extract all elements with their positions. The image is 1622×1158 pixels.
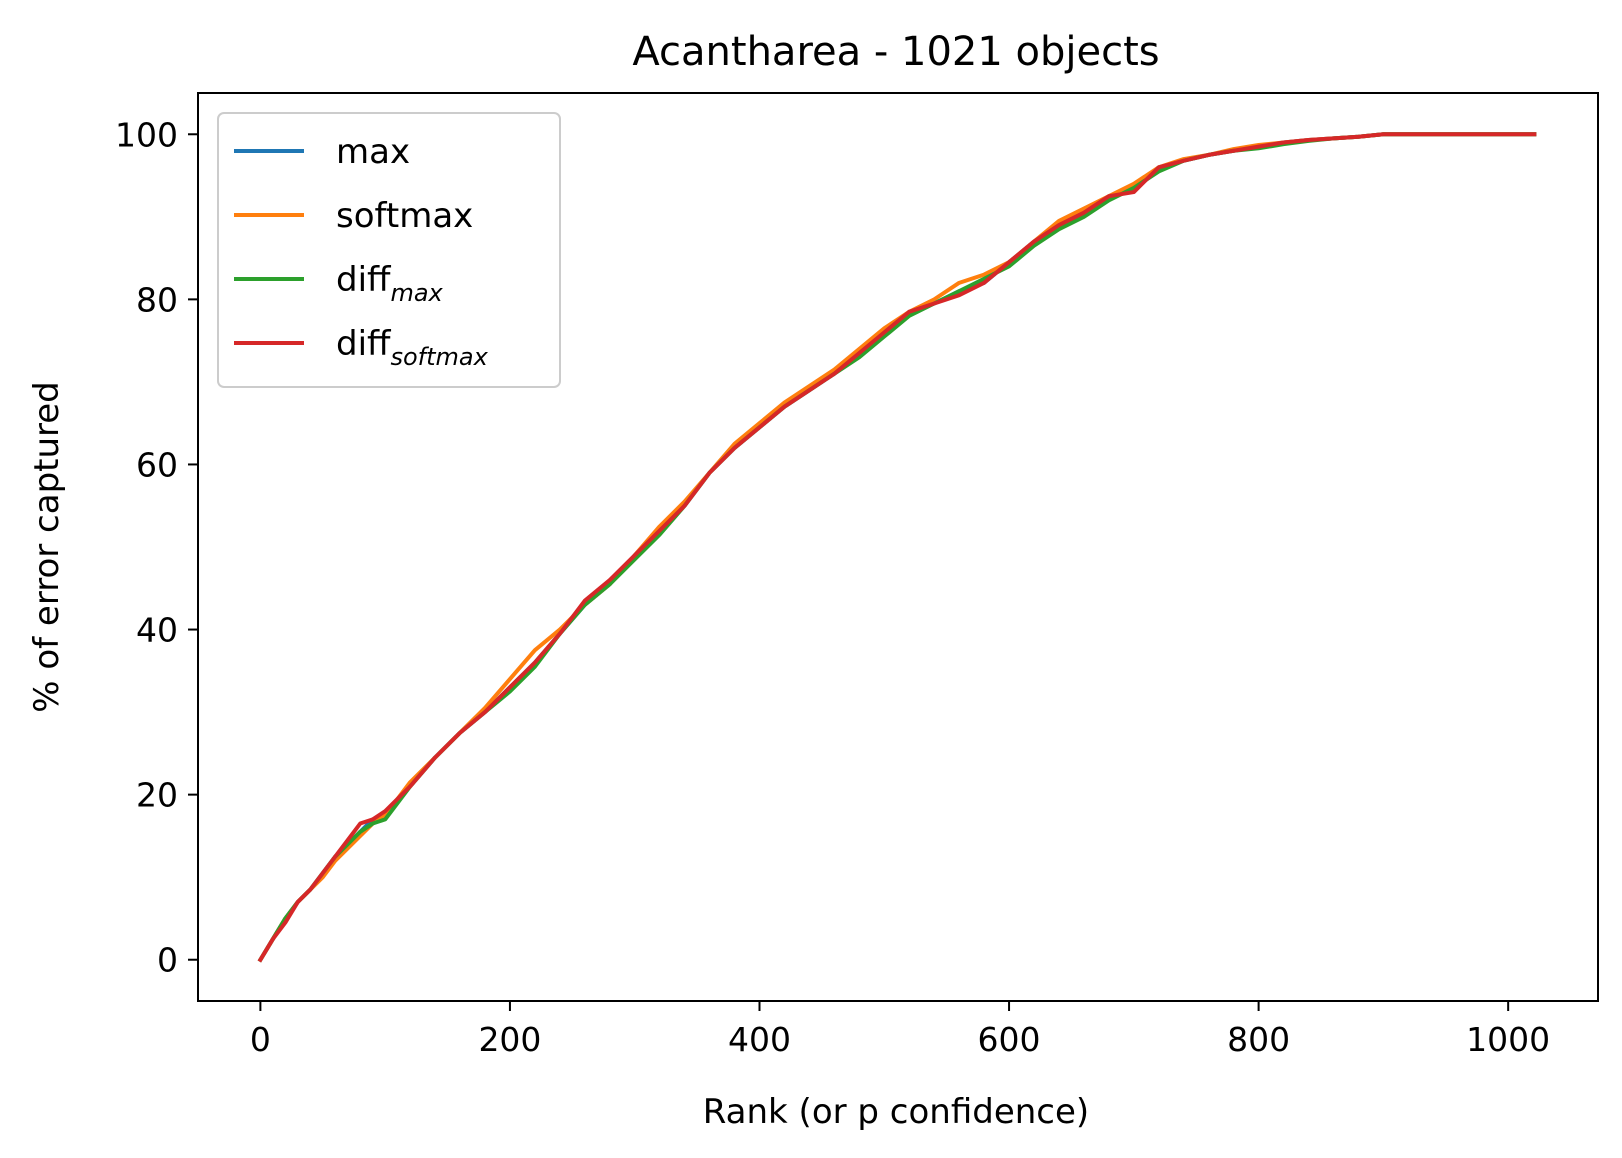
legend: max softmax diffmax diffsoftmax [217, 112, 561, 388]
x-axis-label: Rank (or p confidence) [703, 1092, 1089, 1132]
x-tick-label: 800 [1227, 1020, 1290, 1059]
x-tick-label: 1000 [1466, 1020, 1550, 1059]
legend-label-diff-max: diffmax [336, 260, 444, 307]
y-tick-label: 0 [157, 941, 178, 980]
y-tick-label: 100 [115, 115, 178, 154]
series-line-diff-softmax [257, 132, 1537, 963]
plot-area [257, 132, 1537, 963]
axes-frame [197, 92, 1599, 1002]
legend-label-diff-softmax: diffsoftmax [336, 324, 489, 371]
x-tick-label: 200 [478, 1020, 541, 1059]
y-tick-label: 40 [136, 611, 178, 650]
legend-label-softmax: softmax [336, 196, 473, 236]
y-tick-label: 20 [136, 776, 178, 815]
legend-box [217, 112, 561, 388]
x-axis: 0 200 400 600 800 1000 [250, 1001, 1550, 1059]
x-tick-label: 600 [978, 1020, 1041, 1059]
chart-title: Acantharea - 1021 objects [632, 29, 1159, 75]
y-tick-label: 60 [136, 445, 178, 484]
legend-label-max: max [336, 132, 410, 172]
y-axis: 0 20 40 60 80 100 [115, 115, 198, 980]
x-tick-label: 0 [250, 1020, 271, 1059]
y-axis-label: % of error captured [27, 381, 67, 713]
x-tick-label: 400 [728, 1020, 791, 1059]
y-tick-label: 80 [136, 280, 178, 319]
